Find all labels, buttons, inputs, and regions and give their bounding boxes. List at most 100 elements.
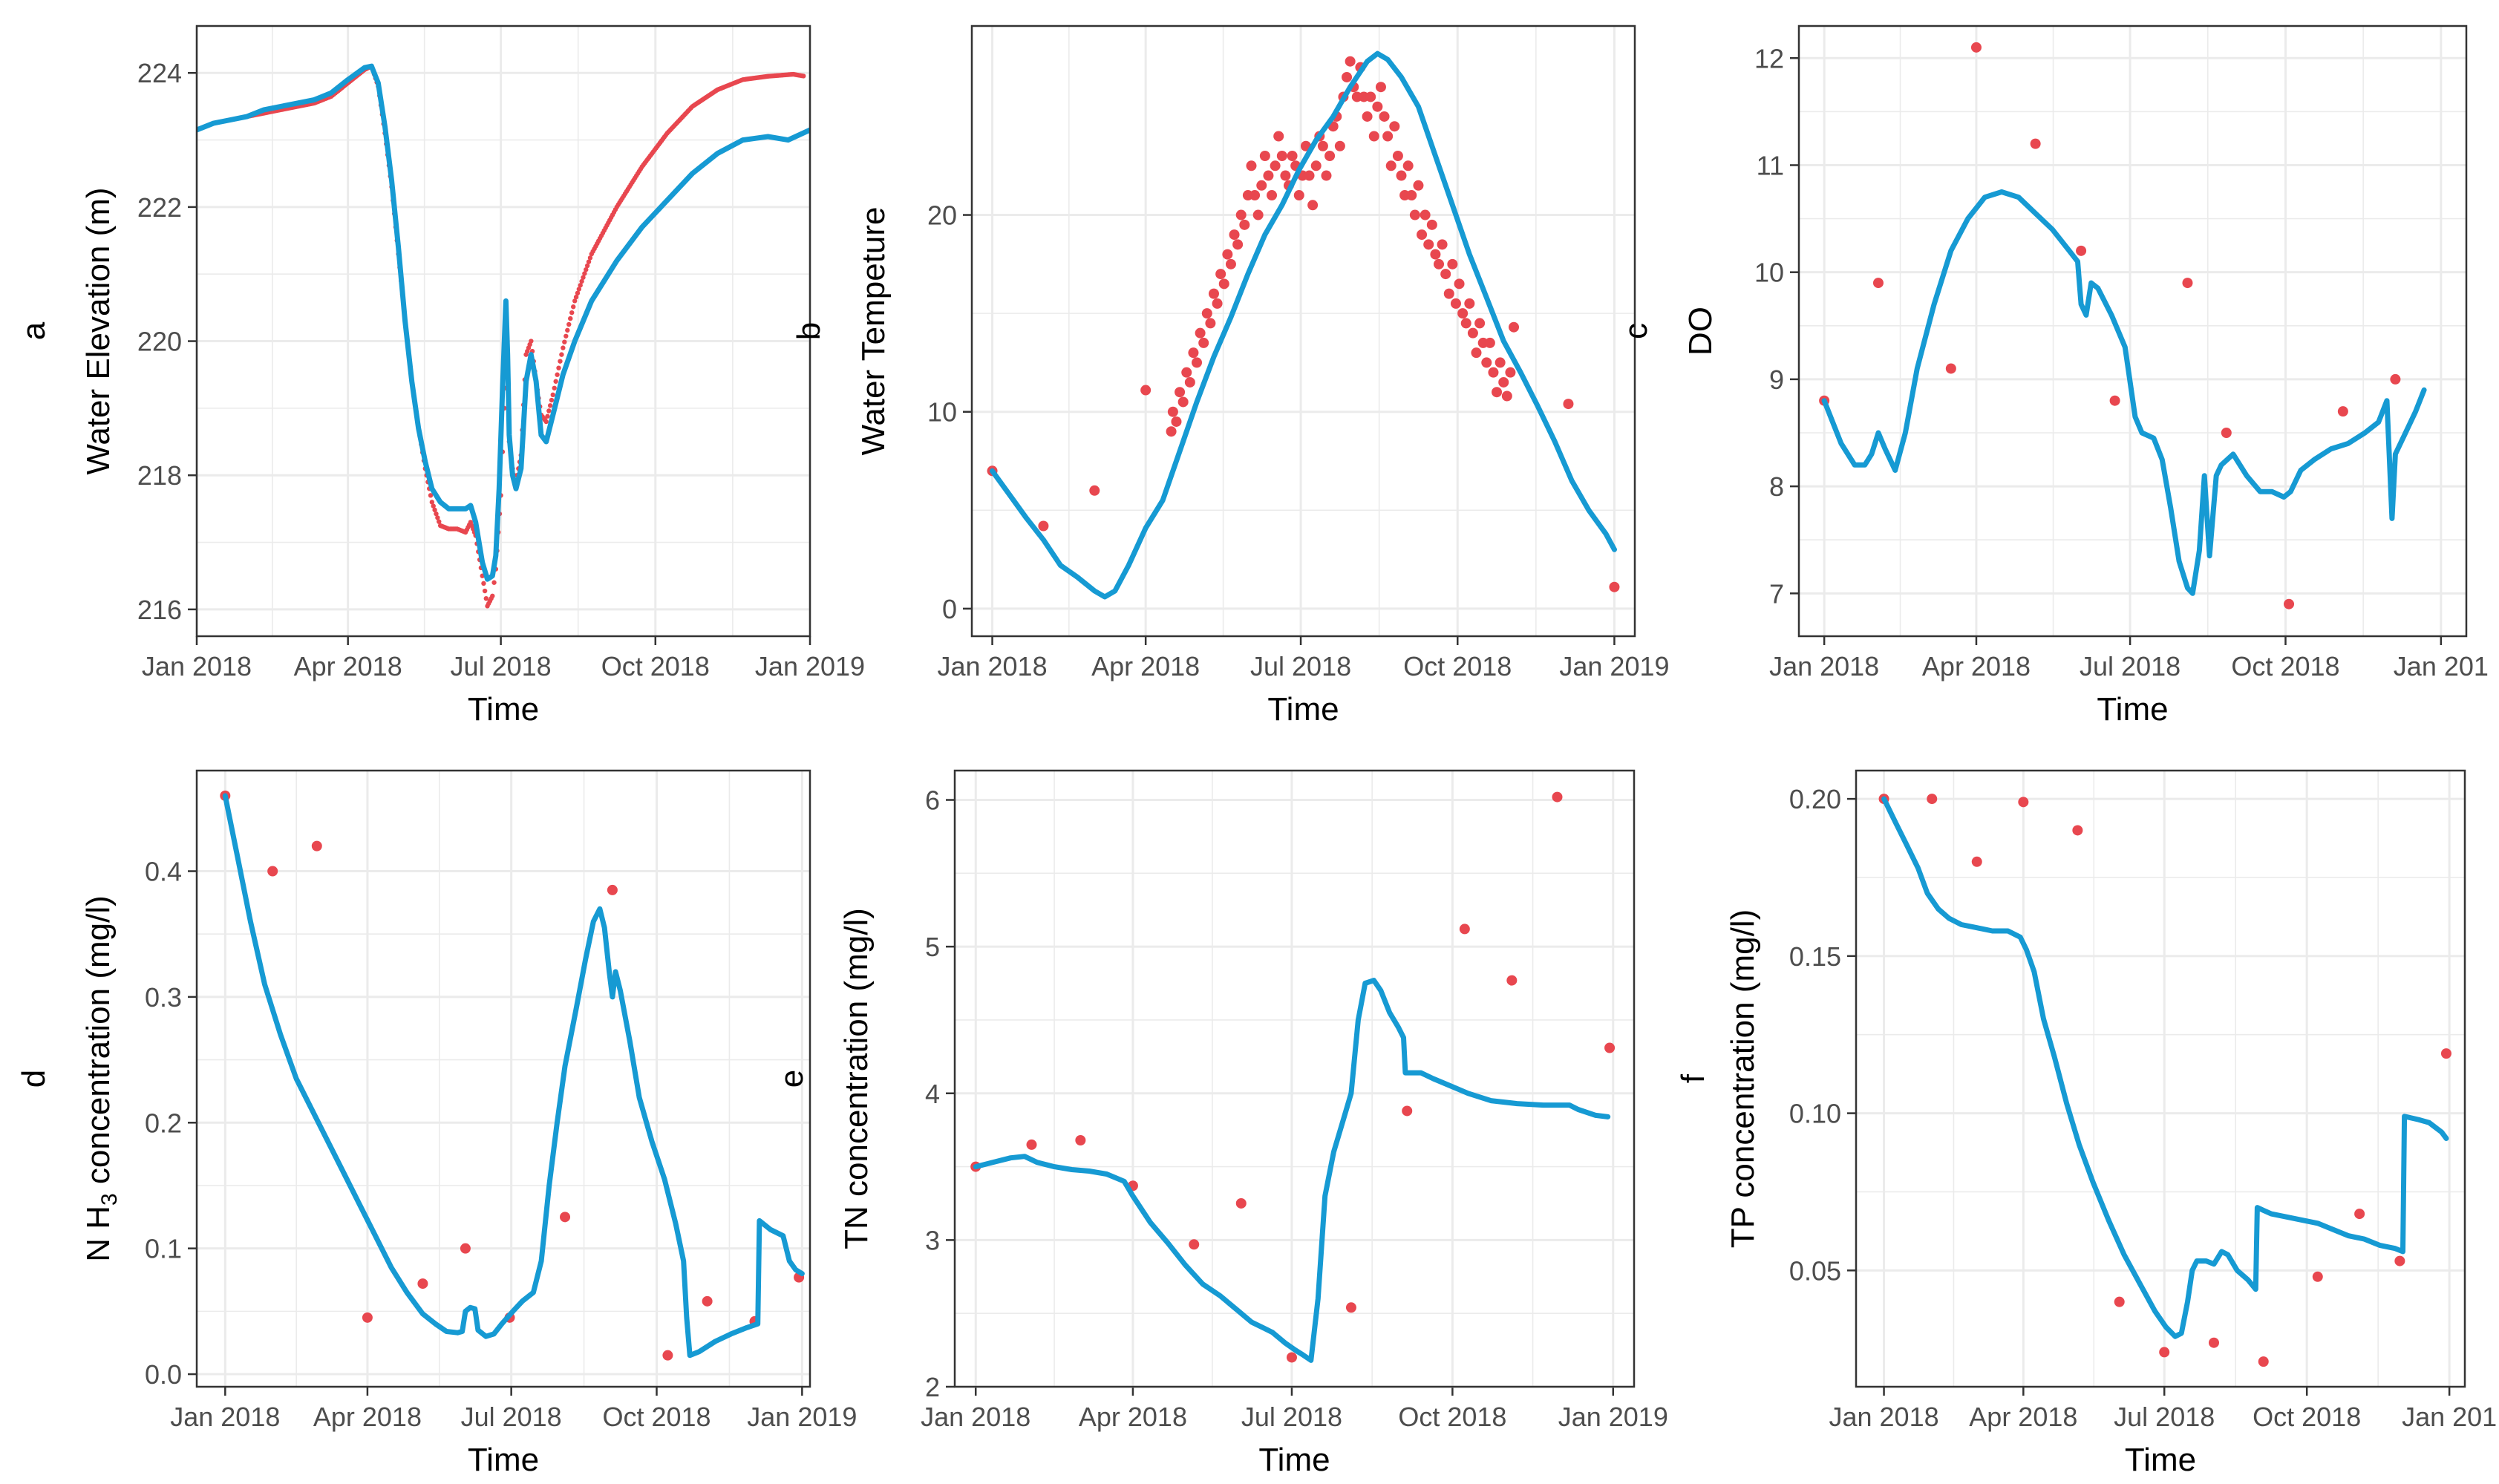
observed-point — [1270, 160, 1281, 171]
observed-point — [434, 511, 439, 517]
observed-point — [1201, 308, 1212, 319]
observed-point — [558, 359, 563, 364]
x-tick-label: Jan 2018 — [142, 651, 252, 681]
observed-point — [1267, 190, 1278, 201]
observed-point — [1457, 308, 1469, 319]
observed-point — [1075, 1135, 1086, 1145]
observed-point — [1372, 101, 1383, 112]
x-tick-label: Jan 2018 — [1769, 651, 1879, 681]
observed-point — [549, 397, 555, 403]
observed-point — [1334, 140, 1345, 151]
observed-point — [1927, 794, 1938, 805]
observed-point — [2208, 1337, 2219, 1348]
observed-point — [1945, 363, 1956, 374]
panel-letter: d — [16, 1070, 52, 1088]
y-tick-label: 218 — [137, 460, 182, 491]
y-tick-label: 0.0 — [145, 1359, 182, 1390]
observed-point — [1218, 278, 1229, 290]
observed-point — [1406, 190, 1417, 201]
observed-point — [1205, 318, 1216, 329]
x-tick-label: Jul 2018 — [2114, 1402, 2215, 1432]
observed-point — [1498, 376, 1509, 388]
panel-a: Jan 2018 Apr 2018 Jul 2018 Oct 2018 Jan 2019… — [16, 24, 865, 728]
observed-point — [2159, 1347, 2170, 1358]
y-tick-label: 10 — [927, 397, 957, 428]
y-tick-label: 9 — [1769, 365, 1784, 395]
observed-point — [1171, 416, 1182, 427]
panel-e: Jan 2018 Apr 2018 Jul 2018 Oct 2018 Jan 2019… — [774, 769, 1668, 1478]
x-tick-label: Jul 2018 — [2080, 651, 2180, 681]
y-axis-title: TP concentration (mg/l) — [1725, 909, 1761, 1248]
observed-series — [1878, 794, 2451, 1367]
observed-point — [1235, 1197, 1247, 1209]
observed-point — [555, 372, 560, 377]
observed-point — [1215, 269, 1226, 280]
x-tick-label: Jan 201 — [2402, 1402, 2497, 1432]
observed-point — [1389, 121, 1400, 132]
observed-point — [1317, 140, 1328, 151]
observed-point — [1872, 278, 1884, 289]
x-axis-title: Time — [2125, 1442, 2196, 1478]
observed-point — [1089, 485, 1100, 496]
observed-point — [1474, 318, 1486, 329]
observed-point — [435, 515, 440, 520]
observed-point — [2337, 406, 2348, 417]
observed-point — [2312, 1271, 2323, 1282]
x-tick-label: Apr 2018 — [294, 651, 402, 681]
panel-c: Jan 2018 Apr 2018 Jul 2018 Oct 2018 Jan 201 7… — [1618, 24, 2489, 728]
observed-point — [1235, 209, 1247, 220]
observed-point — [566, 321, 572, 327]
observed-point — [1189, 1239, 1200, 1250]
observed-point — [587, 255, 593, 261]
observed-point — [1970, 42, 1982, 53]
observed-point — [582, 271, 587, 276]
observed-point — [1471, 347, 1482, 359]
observed-point — [1443, 288, 1454, 299]
observed-point — [1459, 924, 1470, 935]
observed-point — [2390, 373, 2401, 385]
observed-point — [559, 352, 564, 357]
x-tick-label: Jan 2018 — [170, 1402, 280, 1432]
observed-point — [490, 593, 495, 599]
observed-point — [1177, 396, 1189, 408]
observed-point — [2284, 598, 2295, 609]
observed-point — [1256, 180, 1267, 191]
observed-point — [429, 500, 435, 505]
observed-point — [2018, 797, 2029, 808]
observed-point — [1324, 151, 1336, 162]
observed-point — [1488, 367, 1499, 378]
observed-point — [1494, 357, 1506, 368]
observed-point — [1259, 151, 1270, 162]
observed-point — [1310, 160, 1322, 171]
observed-point — [1375, 82, 1386, 93]
y-tick-label: 0.20 — [1789, 784, 1841, 814]
observed-point — [1365, 91, 1376, 102]
observed-point — [1413, 180, 1424, 191]
x-axis-title: Time — [468, 691, 539, 728]
y-tick-label: 12 — [1754, 43, 1784, 73]
simulated-line — [973, 978, 1611, 1363]
x-tick-label: Oct 2018 — [1398, 1402, 1506, 1432]
y-tick-label: 222 — [137, 192, 182, 223]
observed-point — [547, 403, 553, 408]
observed-point — [1464, 298, 1475, 309]
panel-border — [970, 24, 1636, 638]
observed-point — [1287, 151, 1298, 162]
x-tick-label: Oct 2018 — [1403, 651, 1512, 681]
observed-point — [1392, 151, 1403, 162]
x-tick-label: Oct 2018 — [601, 651, 710, 681]
y-tick-label: 4 — [925, 1079, 940, 1109]
x-tick-label: Jul 2018 — [1241, 1402, 1342, 1432]
observed-point — [1440, 269, 1451, 280]
x-tick-label: Apr 2018 — [1969, 1402, 2077, 1432]
observed-point — [1263, 170, 1274, 181]
observed-point — [572, 298, 578, 304]
observed-point — [1379, 111, 1390, 122]
observed-point — [570, 304, 576, 310]
observed-point — [1229, 229, 1240, 241]
x-axis-title: Time — [2097, 691, 2168, 728]
observed-point — [1971, 856, 1982, 867]
observed-point — [267, 866, 278, 877]
observed-point — [586, 259, 592, 264]
